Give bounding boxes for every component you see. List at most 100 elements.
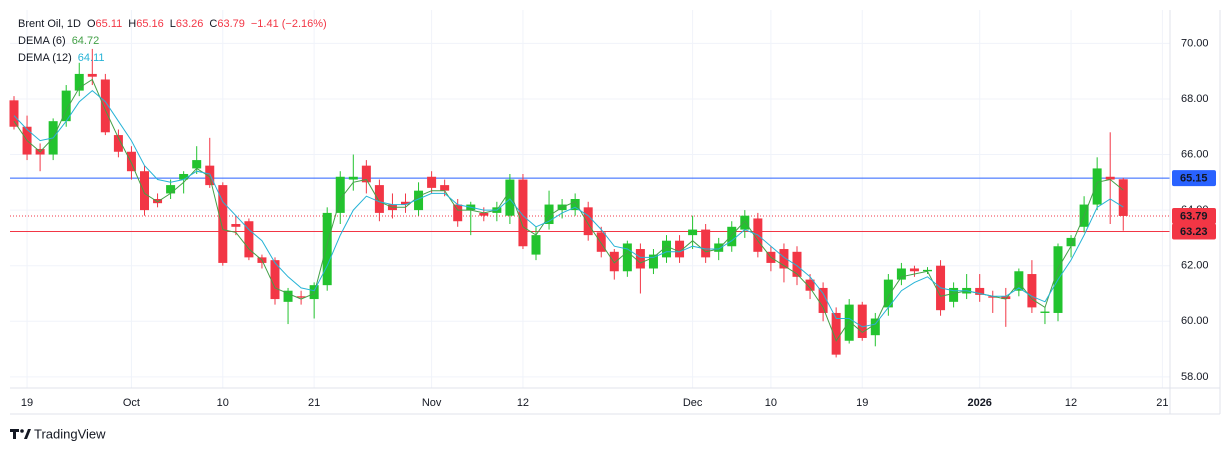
x-tick-label: Oct xyxy=(123,397,140,409)
candle-body xyxy=(792,251,802,277)
candle-body xyxy=(857,304,867,338)
candle-body xyxy=(1092,168,1102,205)
price-label: 63.23 xyxy=(1180,226,1208,238)
candle-body xyxy=(74,73,84,91)
quote-value: 63.26 xyxy=(176,18,204,30)
candle-body xyxy=(1001,296,1011,300)
candle-body xyxy=(988,296,998,298)
indicator-line xyxy=(13,89,1124,328)
y-tick-label: 60.00 xyxy=(1181,315,1209,327)
candle-body xyxy=(87,73,97,77)
x-tick-label: 19 xyxy=(21,397,33,409)
quote-label: O xyxy=(87,18,96,30)
candle-body xyxy=(414,190,424,211)
indicator-line xyxy=(13,78,1124,342)
candle-body xyxy=(831,312,841,355)
candle-body xyxy=(283,290,293,302)
logo-t xyxy=(10,429,19,439)
candle-body xyxy=(975,287,985,295)
legend-value: 64.72 xyxy=(72,35,100,47)
candle-body xyxy=(427,176,437,188)
x-tick-label: 21 xyxy=(308,397,320,409)
candle-body xyxy=(335,176,345,213)
legend-value: 64.11 xyxy=(78,52,105,64)
candle-body xyxy=(205,165,215,186)
candle-body xyxy=(348,176,358,180)
candle-body xyxy=(218,185,228,263)
candle-body xyxy=(883,279,893,308)
candle-body xyxy=(153,199,163,204)
candle-body xyxy=(518,179,528,247)
x-tick-label: 10 xyxy=(765,397,777,409)
quote-value: 65.16 xyxy=(136,18,164,30)
legend-entry: DEMA (12) 64.11 xyxy=(18,52,105,64)
labels: 58.0060.0062.0064.0066.0068.0070.0019Oct… xyxy=(21,37,1216,409)
candle-body xyxy=(440,185,450,191)
legend-name: DEMA (6) xyxy=(18,35,66,47)
candle-body xyxy=(544,204,554,225)
y-tick-label: 66.00 xyxy=(1181,148,1209,160)
quote-label: H xyxy=(128,18,136,30)
x-tick-label: 2026 xyxy=(967,397,991,409)
x-tick-label: 12 xyxy=(1065,397,1077,409)
y-tick-label: 58.00 xyxy=(1181,371,1209,383)
x-tick-label: 10 xyxy=(217,397,229,409)
candle-body xyxy=(192,160,202,169)
candle-body xyxy=(401,201,410,205)
y-tick-label: 62.00 xyxy=(1181,260,1209,272)
candle-body xyxy=(701,229,711,258)
candle-body xyxy=(570,199,580,211)
candle-body xyxy=(635,249,645,269)
candle-body xyxy=(505,179,515,216)
plot xyxy=(9,48,1128,358)
candle-body xyxy=(609,251,619,272)
candle-body xyxy=(909,268,919,272)
candle-body xyxy=(374,185,384,213)
candle-body xyxy=(9,100,19,127)
change: −1.41 (−2.16%) xyxy=(251,18,327,30)
candle-body xyxy=(949,287,959,302)
candle-body xyxy=(805,279,815,291)
candle-body xyxy=(61,90,71,122)
legend-name: DEMA (12) xyxy=(18,52,72,64)
price-label-box xyxy=(1172,207,1216,224)
price-label-box xyxy=(1172,170,1216,187)
candle-body xyxy=(727,226,737,247)
candle-body xyxy=(270,260,280,300)
x-tick-label: 21 xyxy=(1156,397,1168,409)
x-tick-label: Nov xyxy=(422,397,442,409)
candle-body xyxy=(1040,311,1050,313)
price-label-box xyxy=(1172,223,1216,240)
logo-dot xyxy=(20,429,24,433)
candle-body xyxy=(453,204,463,222)
legend-entry: DEMA (6) 64.72 xyxy=(18,35,99,47)
x-tick-label: Dec xyxy=(683,397,703,409)
symbol: Brent Oil, 1D xyxy=(18,18,81,30)
candle-body xyxy=(818,287,828,313)
candle-body xyxy=(296,296,306,298)
quote-label: L xyxy=(170,18,176,30)
candle-body xyxy=(126,151,136,172)
candle-body xyxy=(688,229,698,236)
y-tick-label: 68.00 xyxy=(1181,93,1209,105)
candle-body xyxy=(531,235,541,255)
brand-logo xyxy=(10,429,31,439)
candle-body xyxy=(662,240,671,258)
price-label: 65.15 xyxy=(1180,173,1208,185)
candle-body xyxy=(322,212,332,286)
candle-body xyxy=(714,243,724,252)
candle-body xyxy=(1105,176,1115,180)
candle-body xyxy=(179,173,189,180)
candle-body xyxy=(1118,179,1128,216)
candle-body xyxy=(1014,271,1024,291)
quote-label: C xyxy=(209,18,217,30)
candle-body xyxy=(870,318,880,336)
candle-body xyxy=(479,212,489,216)
logo-v xyxy=(24,429,31,439)
candle-body xyxy=(740,215,750,230)
x-tick-label: 12 xyxy=(517,397,529,409)
candle-body xyxy=(166,185,176,194)
y-tick-label: 70.00 xyxy=(1181,37,1209,49)
